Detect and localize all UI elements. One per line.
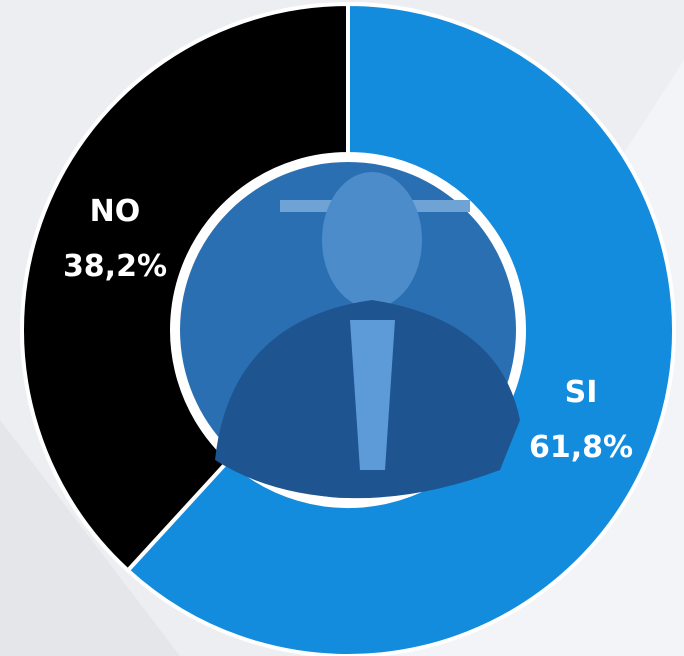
center-photo	[172, 154, 524, 506]
photo-shirt	[350, 320, 395, 470]
photo-head	[322, 172, 422, 308]
labels: SI 61,8% NO 38,2%	[63, 194, 633, 465]
category-label: SI	[565, 375, 598, 410]
slices	[20, 1, 676, 656]
category-label: NO	[90, 194, 141, 229]
value-label: 38,2%	[63, 249, 167, 284]
value-label: 61,8%	[529, 430, 633, 465]
background-shape	[0, 420, 180, 656]
